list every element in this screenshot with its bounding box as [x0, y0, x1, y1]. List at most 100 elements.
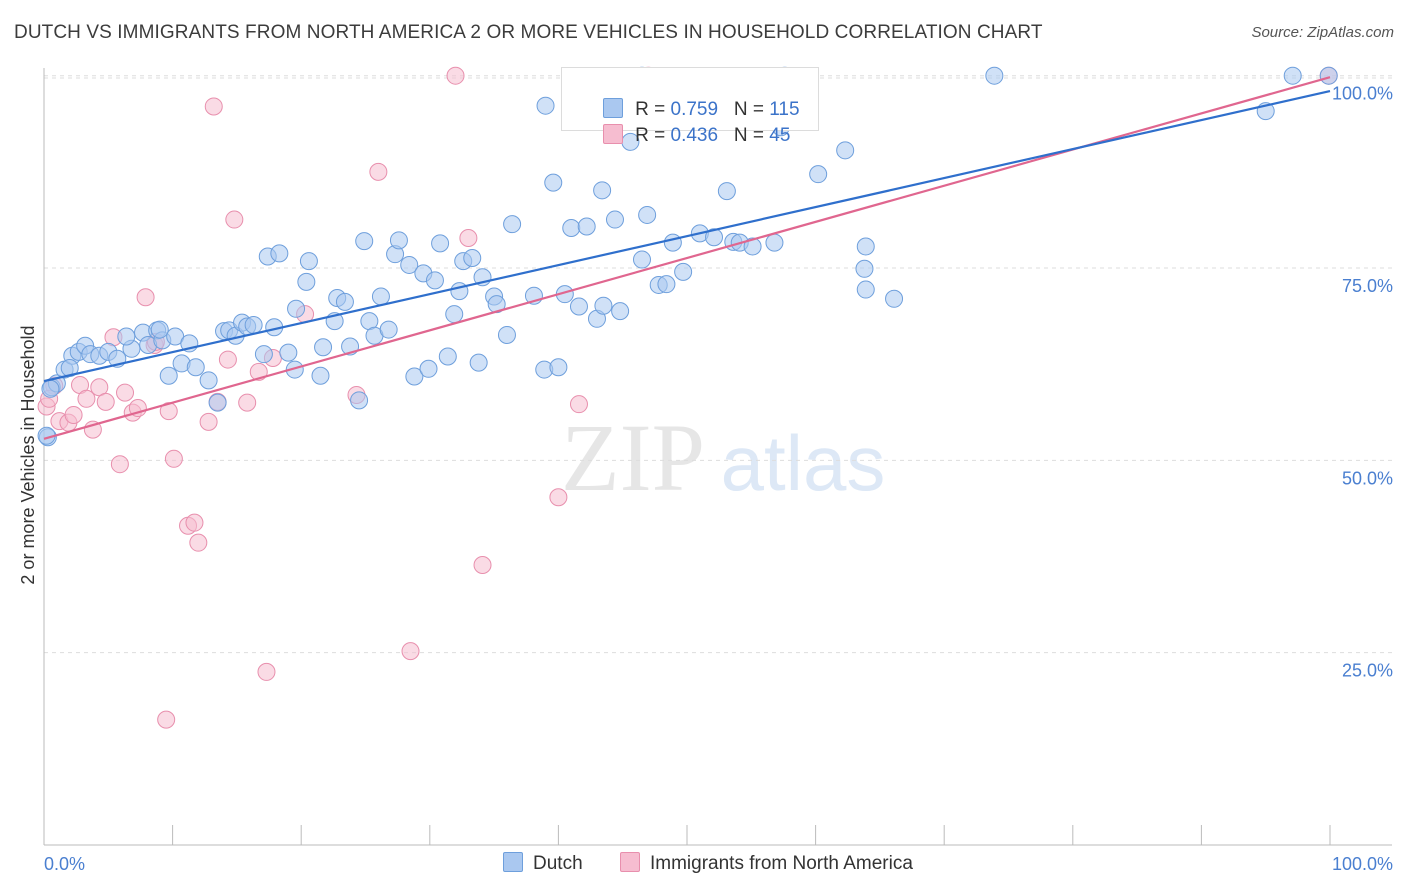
dutch-point	[836, 141, 855, 160]
dutch-legend-swatch	[503, 852, 523, 872]
dutch-point	[419, 359, 438, 378]
dutch-point	[856, 237, 875, 256]
immigrants-point	[401, 642, 420, 661]
dutch-point	[270, 244, 289, 263]
dutch-point	[605, 210, 624, 229]
x-tick-label: 100.0%	[1332, 854, 1393, 874]
dutch-n-label: N =	[733, 99, 770, 120]
legend-row-immigrants: R = 0.436 N = 45	[582, 102, 790, 146]
dutch-point	[254, 345, 273, 364]
dutch-point	[60, 359, 79, 378]
dutch-point	[503, 215, 522, 234]
source-label: Source: ZipAtlas.com	[1251, 24, 1394, 41]
dutch-point	[379, 320, 398, 339]
dutch-point	[885, 289, 904, 308]
dutch-point	[279, 343, 298, 362]
imm-r-label: R =	[635, 125, 671, 146]
dutch-point	[809, 165, 828, 184]
dutch-point	[1283, 66, 1302, 85]
dutch-point	[371, 287, 390, 306]
immigrants-point	[199, 412, 218, 431]
legend-item-dutch[interactable]: Dutch	[503, 852, 583, 875]
immigrants-point	[257, 662, 276, 681]
trend-lines	[43, 76, 1331, 440]
immigrants-point	[204, 97, 223, 116]
dutch-point	[855, 259, 874, 278]
dutch-n-value: 115	[769, 99, 800, 120]
series-immigrants-points	[37, 66, 1338, 729]
immigrants-swatch	[603, 124, 624, 144]
x-tick-label: 0.0%	[44, 854, 85, 874]
immigrants-point	[77, 389, 96, 408]
y-tick-label: 25.0%	[1342, 661, 1393, 681]
dutch-point	[593, 181, 612, 200]
dutch-point	[705, 228, 724, 247]
imm-n-label: N =	[733, 125, 770, 146]
dutch-point	[199, 371, 218, 390]
dutch-point	[335, 292, 354, 311]
immigrants-point	[238, 393, 257, 412]
dutch-point	[299, 252, 318, 271]
dutch-point	[611, 302, 630, 321]
series-legend: Dutch Immigrants from North America	[0, 852, 1406, 878]
dutch-point	[674, 262, 693, 281]
dutch-r-label: R =	[635, 99, 671, 120]
dutch-point	[425, 271, 444, 290]
dutch-trend-line	[43, 90, 1331, 383]
dutch-point	[389, 231, 408, 250]
dutch-point	[244, 315, 263, 334]
dutch-point	[717, 182, 736, 201]
dutch-point	[985, 66, 1004, 85]
x-tick-labels: 0.0% 100.0%	[44, 854, 1393, 874]
dutch-point	[41, 379, 60, 398]
dutch-point	[159, 366, 178, 385]
dutch-point	[350, 391, 369, 410]
immigrants-point	[218, 350, 237, 369]
dutch-point	[638, 205, 657, 224]
immigrants-legend-swatch	[620, 852, 640, 872]
dutch-point	[311, 366, 330, 385]
dutch-point	[663, 233, 682, 252]
legend-label-dutch: Dutch	[533, 853, 583, 874]
dutch-point	[400, 255, 419, 274]
y-tick-label: 100.0%	[1332, 84, 1393, 104]
dutch-swatch	[603, 98, 624, 118]
watermark-zip: ZIP	[561, 404, 705, 511]
imm-n-value: 45	[769, 125, 791, 146]
immigrants-point	[110, 455, 129, 474]
immigrants-point	[157, 710, 176, 729]
grid-lines	[44, 75, 1392, 654]
immigrants-point	[473, 555, 492, 574]
y-tick-labels: 25.0% 50.0% 75.0% 100.0%	[1332, 84, 1393, 681]
y-axis-label: 2 or more Vehicles in Household	[18, 325, 38, 584]
dutch-point	[438, 347, 457, 366]
dutch-point	[469, 353, 488, 372]
watermark-atlas: atlas	[721, 419, 886, 507]
immigrants-point	[96, 392, 115, 411]
dutch-point	[314, 338, 333, 357]
dutch-point	[186, 358, 205, 377]
dutch-point	[405, 367, 424, 386]
dutch-point	[856, 280, 875, 299]
dutch-point	[297, 272, 316, 291]
dutch-point	[569, 297, 588, 316]
dutch-r-value: 0.759	[670, 99, 719, 120]
imm-r-value: 0.436	[670, 125, 719, 146]
immigrants-point	[189, 533, 208, 552]
immigrants-point	[549, 488, 568, 507]
correlation-legend: R = 0.759 N = 115 R = 0.436 N = 45	[561, 67, 819, 146]
dutch-point	[487, 295, 506, 314]
immigrants-point	[116, 383, 135, 402]
dutch-point	[150, 320, 169, 339]
dutch-point	[463, 249, 482, 268]
dutch-point	[549, 358, 568, 377]
legend-item-immigrants[interactable]: Immigrants from North America	[620, 852, 913, 875]
immigrants-trend-line	[43, 76, 1331, 440]
dutch-point	[765, 233, 784, 252]
dutch-point	[1319, 66, 1338, 85]
immigrants-point	[64, 405, 83, 424]
dutch-point	[431, 234, 450, 253]
dutch-point	[743, 237, 762, 256]
immigrants-point	[225, 210, 244, 229]
